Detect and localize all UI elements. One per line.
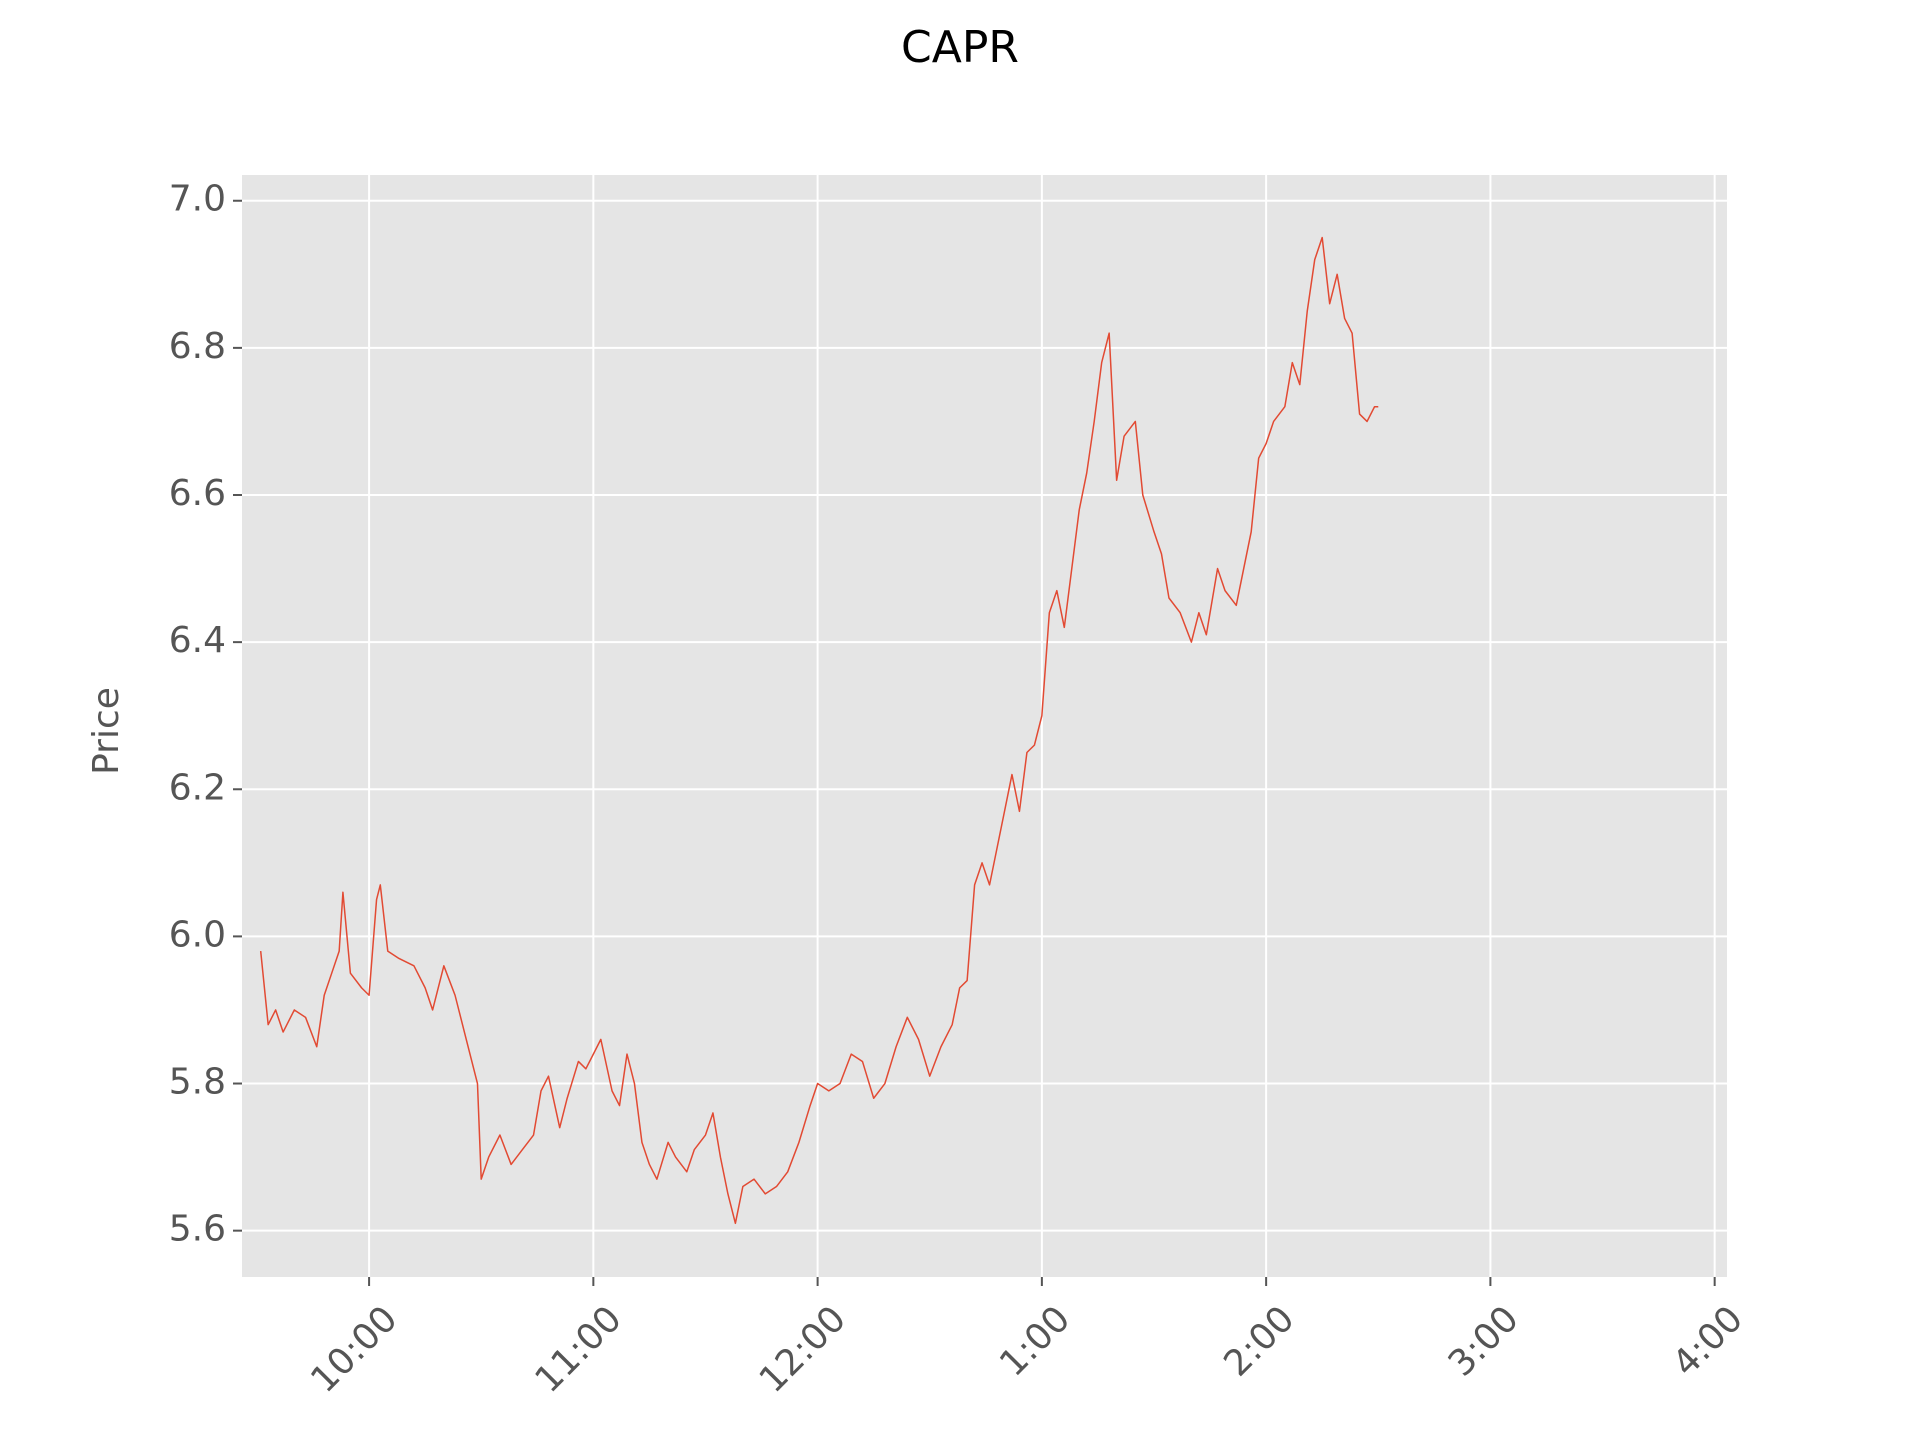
price-line — [259, 236, 1379, 1225]
y-tick-label: 5.8 — [169, 1062, 226, 1103]
y-tick-label: 5.6 — [169, 1209, 226, 1250]
y-tick-label: 6.4 — [169, 620, 226, 661]
x-tick-label: 4:00 — [1665, 1298, 1751, 1384]
y-tick-label: 6.6 — [169, 473, 226, 514]
x-tick-label: 10:00 — [303, 1298, 405, 1400]
x-tick-label: 2:00 — [1216, 1298, 1302, 1384]
chart-title: CAPR — [901, 22, 1019, 73]
y-tick-label: 6.8 — [169, 326, 226, 367]
y-tick-label: 7.0 — [169, 179, 226, 220]
x-tick-label: 11:00 — [527, 1298, 629, 1400]
x-tick-label: 1:00 — [992, 1298, 1078, 1384]
y-axis-label: Price — [86, 687, 127, 775]
x-tick-label: 12:00 — [752, 1298, 854, 1400]
x-tick-label: 3:00 — [1441, 1298, 1527, 1384]
plot-area — [242, 175, 1727, 1277]
y-tick-label: 6.2 — [169, 767, 226, 808]
y-tick-label: 6.0 — [169, 914, 226, 955]
